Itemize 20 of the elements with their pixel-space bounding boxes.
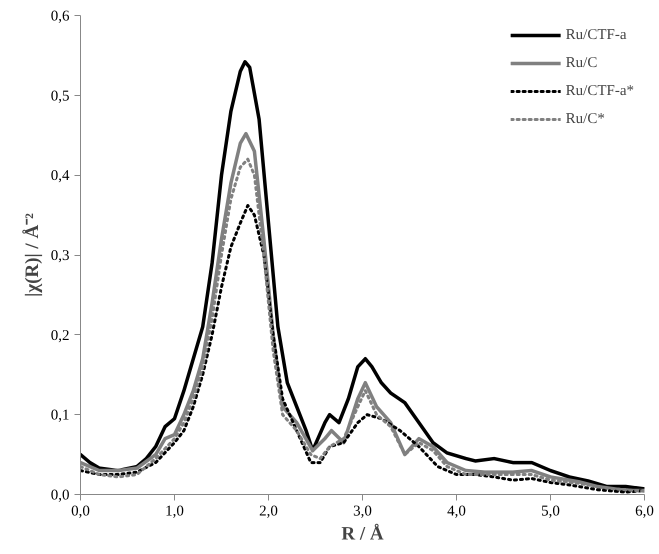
legend-label: Ru/CTF-a* (566, 82, 634, 100)
x-tick-label: 3,0 (353, 504, 372, 520)
y-tick-label: 0,5 (50, 88, 70, 104)
x-tick-label: 1,0 (165, 504, 184, 520)
legend-label: Ru/C (566, 54, 598, 72)
y-tick-label: 0,1 (50, 408, 70, 424)
y-axis-title: |χ(R)| / Å⁻² (22, 212, 43, 297)
legend-label: Ru/C* (566, 110, 605, 128)
y-tick-label: 0,2 (50, 328, 70, 344)
y-tick-label: 0,6 (50, 8, 70, 24)
x-tick-label: 4,0 (447, 504, 466, 520)
legend-label: Ru/CTF-a (566, 26, 626, 44)
x-tick-label: 5,0 (541, 504, 560, 520)
y-tick-label: 0,0 (50, 488, 70, 504)
x-axis-title: R / Å (341, 524, 384, 544)
y-tick-label: 0,4 (50, 168, 70, 184)
x-tick-label: 2,0 (259, 504, 278, 520)
y-tick-label: 0,3 (50, 248, 70, 264)
x-tick-label: 0,0 (71, 504, 90, 520)
x-tick-label: 6,0 (635, 504, 654, 520)
